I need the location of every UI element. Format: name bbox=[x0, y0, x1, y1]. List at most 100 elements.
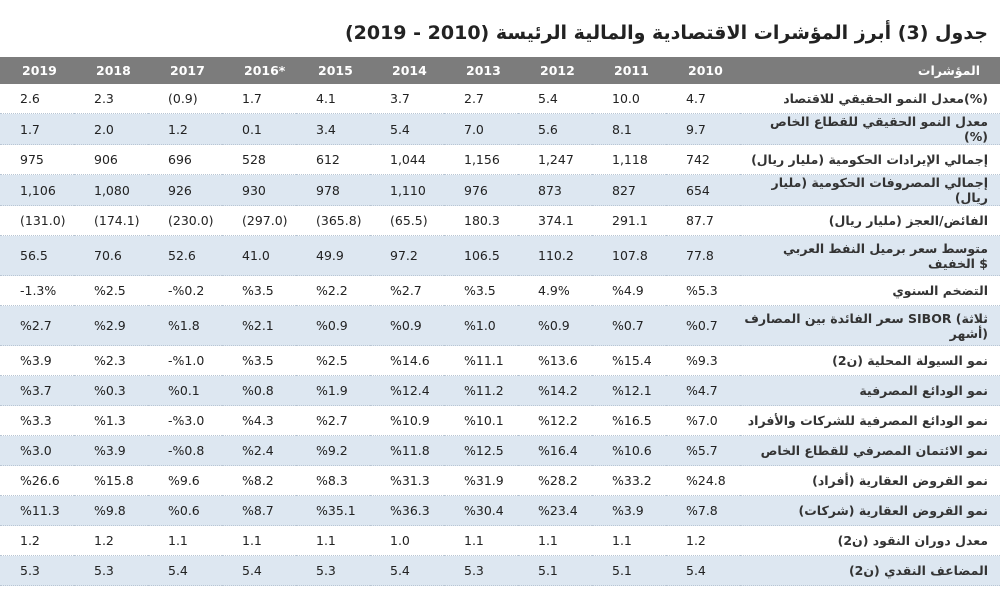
cell-value: 1.1 bbox=[316, 533, 336, 548]
indicator-name: سعر الفائدة بين المصارف SIBOR (ثلاثة أشه… bbox=[744, 310, 988, 341]
cell-value: %0.9 bbox=[316, 318, 348, 333]
cell-value: %12.1 bbox=[612, 383, 652, 398]
value-cell: %11.1 bbox=[444, 345, 518, 376]
value-cell: %10.1 bbox=[444, 405, 518, 436]
indicator-name: معدل دوران النقود (ن2) bbox=[837, 533, 988, 548]
value-cell: %1.9 bbox=[296, 375, 370, 406]
header-text: 2014 bbox=[392, 63, 427, 78]
value-cell: (65.5) bbox=[370, 205, 444, 236]
value-cell: 4.1 bbox=[296, 84, 370, 114]
value-cell: -%3.0 bbox=[148, 405, 222, 436]
value-cell: %2.7 bbox=[370, 275, 444, 306]
value-cell: 930 bbox=[222, 174, 296, 206]
cell-value: 926 bbox=[168, 182, 192, 198]
cell-value: %2.9 bbox=[94, 318, 126, 333]
value-cell: 1.1 bbox=[518, 525, 592, 556]
table-row: نمو السيولة المحلية (ن2) %9.3 %15.4 %13.6 %1… bbox=[0, 345, 1000, 376]
value-cell: %3.9 bbox=[74, 435, 148, 466]
value-cell: %16.4 bbox=[518, 435, 592, 466]
cell-value: %14.2 bbox=[538, 383, 578, 398]
value-cell: 1.2 bbox=[666, 525, 740, 556]
cell-value: 1,118 bbox=[612, 152, 648, 167]
value-cell: 3.7 bbox=[370, 84, 444, 114]
cell-value: %1.0 bbox=[464, 318, 496, 333]
value-cell: %23.4 bbox=[518, 495, 592, 526]
cell-value: 77.8 bbox=[686, 248, 714, 263]
cell-value: -1.3% bbox=[20, 283, 57, 298]
indicator-name: نمو الودائع المصرفية bbox=[859, 383, 988, 398]
value-cell: %2.2 bbox=[296, 275, 370, 306]
cell-value: %23.4 bbox=[538, 503, 578, 518]
value-cell: 107.8 bbox=[592, 235, 666, 276]
value-cell: 5.3 bbox=[74, 555, 148, 586]
cell-value: %16.4 bbox=[538, 443, 578, 458]
value-cell: %2.7 bbox=[0, 305, 74, 346]
cell-value: 9.7 bbox=[686, 121, 706, 137]
cell-value: %0.3 bbox=[94, 383, 126, 398]
value-cell: %12.5 bbox=[444, 435, 518, 466]
cell-value: 49.9 bbox=[316, 248, 344, 263]
value-cell: %1.8 bbox=[148, 305, 222, 346]
cell-value: %3.5 bbox=[242, 283, 274, 298]
cell-value: 1.2 bbox=[686, 533, 706, 548]
value-cell: 5.4 bbox=[148, 555, 222, 586]
cell-value: 180.3 bbox=[464, 213, 500, 228]
cell-value: 5.1 bbox=[612, 563, 632, 578]
value-cell: 1,110 bbox=[370, 174, 444, 206]
value-cell: %4.7 bbox=[666, 375, 740, 406]
value-cell: %1.0 bbox=[444, 305, 518, 346]
value-cell: -1.3% bbox=[0, 275, 74, 306]
value-cell: 873 bbox=[518, 174, 592, 206]
cell-value: %9.3 bbox=[686, 353, 718, 368]
cell-value: 1.7 bbox=[242, 91, 262, 106]
cell-value: %4.7 bbox=[686, 383, 718, 398]
cell-value: 5.4 bbox=[390, 121, 410, 137]
value-cell: 1.7 bbox=[0, 113, 74, 145]
cell-value: %1.8 bbox=[168, 318, 200, 333]
cell-value: (65.5) bbox=[390, 213, 428, 228]
value-cell: 5.3 bbox=[444, 555, 518, 586]
header-text: 2018 bbox=[96, 63, 131, 78]
header-text: المؤشرات bbox=[917, 63, 980, 78]
year-header: 2013 bbox=[444, 57, 518, 84]
value-cell: 654 bbox=[666, 174, 740, 206]
cell-value: %1.9 bbox=[316, 383, 348, 398]
cell-value: (0.9) bbox=[168, 91, 198, 106]
cell-value: %5.3 bbox=[686, 283, 718, 298]
value-cell: %31.9 bbox=[444, 465, 518, 496]
value-cell: 56.5 bbox=[0, 235, 74, 276]
value-cell: %2.4 bbox=[222, 435, 296, 466]
table-row: الفائض/العجز (مليار ريال) 87.7 291.1 374.1 1… bbox=[0, 205, 1000, 236]
value-cell: %11.2 bbox=[444, 375, 518, 406]
cell-value: (230.0) bbox=[168, 213, 214, 228]
cell-value: %0.9 bbox=[538, 318, 570, 333]
value-cell: 291.1 bbox=[592, 205, 666, 236]
cell-value: 70.6 bbox=[94, 248, 122, 263]
value-cell: 7.0 bbox=[444, 113, 518, 145]
table-row: إجمالي المصروفات الحكومية (مليار ريال) 65… bbox=[0, 174, 1000, 206]
value-cell: %10.9 bbox=[370, 405, 444, 436]
cell-value: 976 bbox=[464, 182, 488, 198]
value-cell: 5.4 bbox=[222, 555, 296, 586]
cell-value: 5.3 bbox=[94, 563, 114, 578]
cell-value: %11.2 bbox=[464, 383, 504, 398]
cell-value: 4.9% bbox=[538, 283, 570, 298]
cell-value: %9.8 bbox=[94, 503, 126, 518]
value-cell: %0.7 bbox=[666, 305, 740, 346]
value-cell: %8.3 bbox=[296, 465, 370, 496]
cell-value: 975 bbox=[20, 152, 44, 167]
cell-value: %15.8 bbox=[94, 473, 134, 488]
cell-value: 291.1 bbox=[612, 213, 648, 228]
value-cell: 1,044 bbox=[370, 144, 444, 175]
value-cell: 1.1 bbox=[592, 525, 666, 556]
table-row: معدل النمو الحقيقي للقطاع الخاص (%) 9.7 8.… bbox=[0, 113, 1000, 145]
value-cell: %3.9 bbox=[592, 495, 666, 526]
value-cell: 180.3 bbox=[444, 205, 518, 236]
cell-value: %9.2 bbox=[316, 443, 348, 458]
cell-value: %3.5 bbox=[242, 353, 274, 368]
value-cell: 975 bbox=[0, 144, 74, 175]
cell-value: -%1.0 bbox=[168, 353, 205, 368]
cell-value: 106.5 bbox=[464, 248, 500, 263]
header-text: 2016* bbox=[244, 63, 286, 78]
value-cell: %11.3 bbox=[0, 495, 74, 526]
